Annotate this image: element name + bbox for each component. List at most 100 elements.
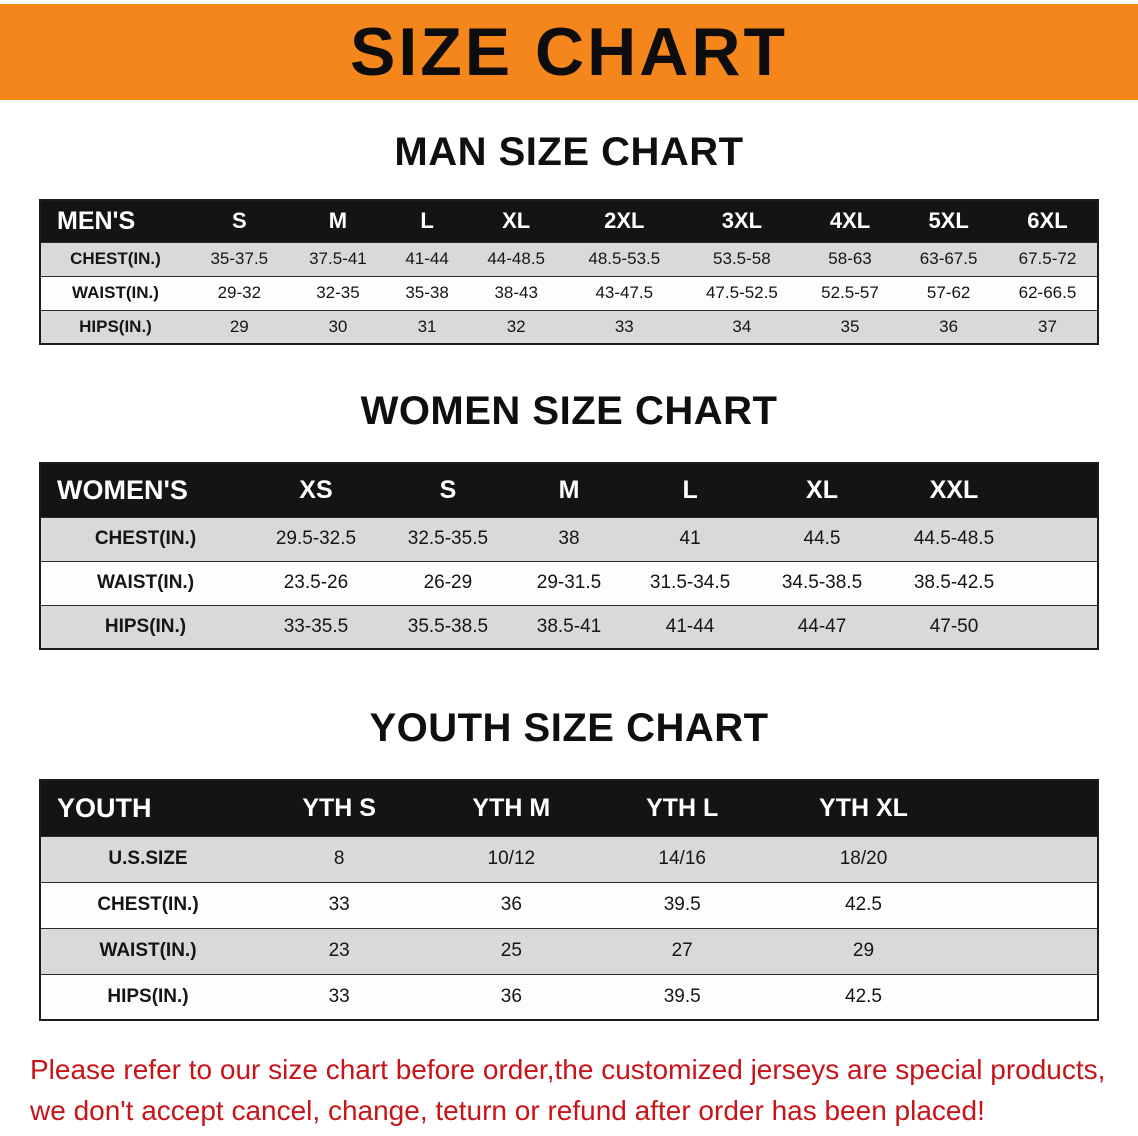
size-column-header: 4XL <box>800 200 900 242</box>
row-label: CHEST(IN.) <box>40 881 255 928</box>
size-value-cell: 53.5-58 <box>683 241 801 276</box>
table-title-cell: MEN'S <box>40 200 190 242</box>
size-column-header: L <box>387 200 467 242</box>
size-column-header: M <box>288 200 388 242</box>
table-header-row: YOUTH YTH S YTH M YTH L YTH XL <box>40 780 1098 836</box>
size-column-header: S <box>190 200 289 242</box>
size-value-cell: 35-38 <box>387 275 467 310</box>
table-header-row: MEN'S S M L XL 2XL 3XL 4XL 5XL 6XL <box>40 200 1098 242</box>
row-label: HIPS(IN.) <box>40 309 190 344</box>
size-value-cell: 48.5-53.5 <box>565 241 684 276</box>
size-column-header: YTH XL <box>765 780 962 836</box>
table-row: CHEST(IN.) 29.5-32.5 32.5-35.5 38 41 44.5 44.5… <box>40 516 1098 561</box>
size-value-cell: 33-35.5 <box>250 604 382 649</box>
size-value-cell: 41 <box>624 516 757 561</box>
size-column-header: 3XL <box>683 200 801 242</box>
table-title-cell: WOMEN'S <box>40 463 250 517</box>
row-label: HIPS(IN.) <box>40 973 255 1020</box>
table-row: CHEST(IN.) 35-37.5 37.5-41 41-44 44-48.5 48.5… <box>40 241 1098 276</box>
filler-cell <box>962 927 1098 974</box>
size-value-cell: 8 <box>255 835 424 882</box>
size-value-cell: 38 <box>513 516 625 561</box>
size-column-header: 2XL <box>565 200 684 242</box>
size-column-header: YTH S <box>255 780 424 836</box>
size-column-header: XL <box>756 463 888 517</box>
size-column-header: YTH M <box>423 780 600 836</box>
row-label: CHEST(IN.) <box>40 241 190 276</box>
table-row: CHEST(IN.) 33 36 39.5 42.5 <box>40 881 1098 928</box>
youth-size-section: YOUTH SIZE CHART YOUTH YTH S YTH M YTH L YTH… <box>0 706 1138 1021</box>
size-value-cell: 29 <box>765 927 962 974</box>
footer-disclaimer: Please refer to our size chart before or… <box>30 1049 1114 1131</box>
table-header-row: WOMEN'S XS S M L XL XXL <box>40 463 1098 517</box>
size-value-cell: 25 <box>423 927 600 974</box>
size-column-header: L <box>624 463 757 517</box>
size-value-cell: 58-63 <box>800 241 900 276</box>
size-column-header: XL <box>466 200 566 242</box>
size-column-header: YTH L <box>599 780 765 836</box>
filler-cell <box>1020 560 1098 605</box>
size-value-cell: 26-29 <box>381 560 514 605</box>
table-row: WAIST(IN.) 29-32 32-35 35-38 38-43 43-47.5 47.… <box>40 275 1098 310</box>
size-column-header: XXL <box>887 463 1020 517</box>
size-value-cell: 31.5-34.5 <box>624 560 757 605</box>
row-label: CHEST(IN.) <box>40 516 250 561</box>
size-value-cell: 18/20 <box>765 835 962 882</box>
size-value-cell: 67.5-72 <box>997 241 1098 276</box>
size-value-cell: 33 <box>565 309 684 344</box>
size-value-cell: 33 <box>255 973 424 1020</box>
size-column-header: M <box>513 463 625 517</box>
table-row: HIPS(IN.) 33 36 39.5 42.5 <box>40 973 1098 1020</box>
size-value-cell: 39.5 <box>599 973 765 1020</box>
size-value-cell: 29 <box>190 309 289 344</box>
row-label: WAIST(IN.) <box>40 275 190 310</box>
size-value-cell: 33 <box>255 881 424 928</box>
size-value-cell: 35-37.5 <box>190 241 289 276</box>
size-value-cell: 38.5-42.5 <box>887 560 1020 605</box>
women-size-table: WOMEN'S XS S M L XL XXL CHEST(IN.) 29.5-32.5 32.5… <box>39 462 1099 650</box>
size-value-cell: 47.5-52.5 <box>683 275 801 310</box>
size-value-cell: 42.5 <box>765 881 962 928</box>
size-charts: MAN SIZE CHART MEN'S S M L XL 2XL 3XL 4XL 5XL 6XL… <box>0 130 1138 1021</box>
size-value-cell: 44-48.5 <box>466 241 566 276</box>
size-value-cell: 38.5-41 <box>513 604 625 649</box>
row-label: HIPS(IN.) <box>40 604 250 649</box>
size-value-cell: 35.5-38.5 <box>381 604 514 649</box>
size-value-cell: 47-50 <box>887 604 1020 649</box>
size-value-cell: 32.5-35.5 <box>381 516 514 561</box>
size-column-header: 6XL <box>997 200 1098 242</box>
size-value-cell: 38-43 <box>466 275 566 310</box>
filler-cell <box>962 835 1098 882</box>
size-value-cell: 36 <box>423 973 600 1020</box>
size-value-cell: 41-44 <box>387 241 467 276</box>
size-value-cell: 44.5 <box>756 516 888 561</box>
footer-line-2: we don't accept cancel, change, teturn o… <box>30 1095 985 1126</box>
men-section-heading: MAN SIZE CHART <box>394 130 744 174</box>
filler-cell <box>962 973 1098 1020</box>
size-value-cell: 30 <box>288 309 388 344</box>
size-value-cell: 35 <box>800 309 900 344</box>
youth-section-heading: YOUTH SIZE CHART <box>369 706 769 750</box>
size-value-cell: 29-31.5 <box>513 560 625 605</box>
size-value-cell: 32 <box>466 309 566 344</box>
men-size-section: MAN SIZE CHART MEN'S S M L XL 2XL 3XL 4XL 5XL 6XL… <box>0 130 1138 345</box>
banner: SIZE CHART <box>0 4 1138 100</box>
size-chart-graphic: SIZE CHART MAN SIZE CHART MEN'S S M L XL 2XL 3… <box>0 4 1138 1131</box>
size-value-cell: 23.5-26 <box>250 560 382 605</box>
size-value-cell: 36 <box>423 881 600 928</box>
table-row: WAIST(IN.) 23.5-26 26-29 29-31.5 31.5-34.5 34… <box>40 560 1098 605</box>
women-section-heading: WOMEN SIZE CHART <box>360 389 778 433</box>
size-value-cell: 23 <box>255 927 424 974</box>
size-value-cell: 29.5-32.5 <box>250 516 382 561</box>
filler-cell <box>1020 463 1098 517</box>
size-value-cell: 34 <box>683 309 801 344</box>
filler-cell <box>1020 604 1098 649</box>
size-value-cell: 36 <box>899 309 998 344</box>
size-value-cell: 34.5-38.5 <box>756 560 888 605</box>
size-value-cell: 31 <box>387 309 467 344</box>
size-value-cell: 10/12 <box>423 835 600 882</box>
table-row: WAIST(IN.) 23 25 27 29 <box>40 927 1098 974</box>
size-value-cell: 44.5-48.5 <box>887 516 1020 561</box>
row-label: WAIST(IN.) <box>40 927 255 974</box>
page-title: SIZE CHART <box>350 14 788 90</box>
